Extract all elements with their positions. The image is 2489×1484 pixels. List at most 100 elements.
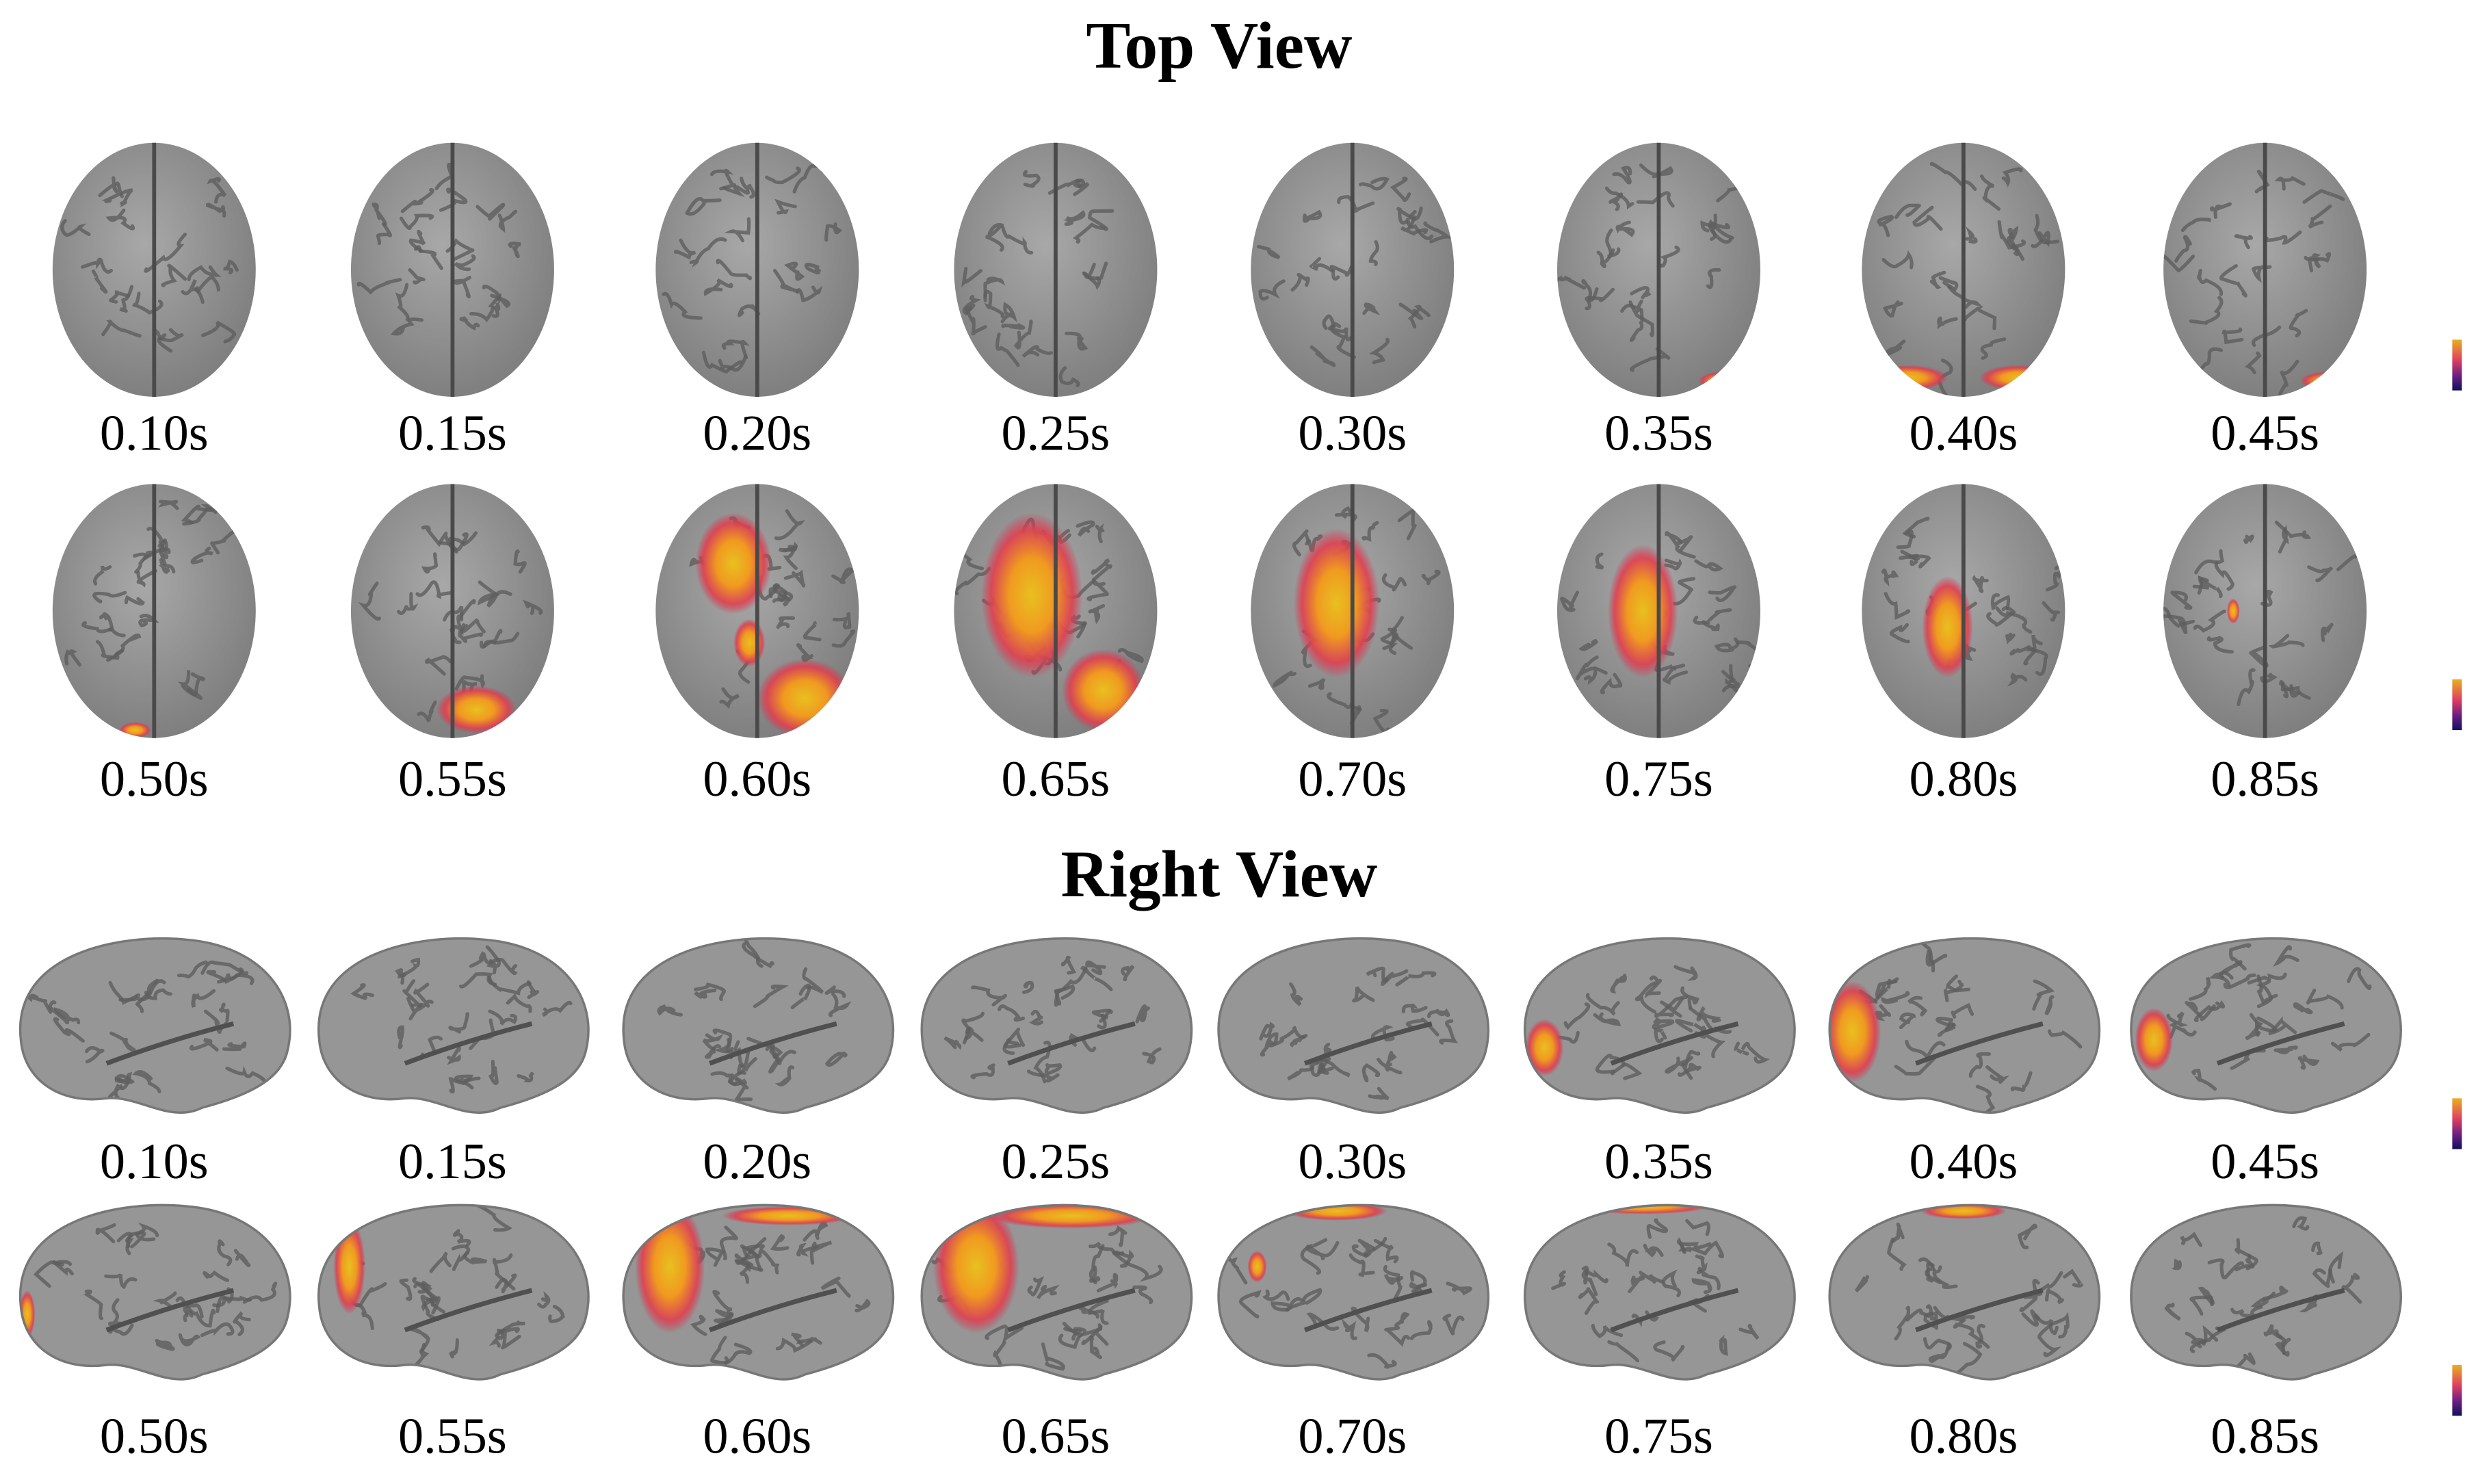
sulcus [2166,1011,2189,1027]
sulcus [1607,1242,1639,1267]
sulcus [1563,1002,1591,1030]
sulcus [820,1276,851,1298]
sulcus [1990,593,2011,611]
sulcus [53,1007,81,1025]
sulcus [2169,1022,2197,1039]
sulcus [2189,1325,2219,1353]
sulcus [1583,666,1608,685]
sulcus [120,188,133,208]
sulcus [1615,220,1635,237]
sulcus [774,198,797,215]
sulcus [2273,1045,2298,1054]
sulcus [1088,1299,1109,1325]
activation [757,658,853,738]
sulcus [1309,257,1334,273]
colorbar [2452,339,2462,391]
sulcus [1406,209,1434,240]
brain-surface [961,170,1115,388]
sulcus [1351,1306,1370,1333]
sulcus [2278,525,2289,554]
sulcus [709,168,736,191]
sulcus [1395,971,1437,987]
sulcus [358,581,382,621]
sulcus [2191,1069,2217,1091]
time-label: 0.20s [703,405,811,461]
sulcus [1022,170,1041,188]
brain-panel [2163,142,2367,397]
sulcus [2244,351,2262,375]
sulcus [1560,590,1580,612]
sulcus [409,1327,430,1353]
sulcus [1423,221,1454,244]
time-label: 0.30s [1298,405,1407,461]
sulcus [1654,995,1689,1018]
brain-panel [2130,1203,2402,1381]
sulcus [1879,339,1906,360]
sulcus [2023,634,2043,666]
activation [1247,1250,1267,1283]
sulcus [1439,1019,1459,1045]
sulcus [1881,991,1910,1004]
sulcus [395,283,410,322]
sulcus [458,623,484,643]
time-label: 0.35s [1604,405,1713,461]
sulcus [144,988,172,1000]
sulcus [770,1234,790,1251]
sulcus [1394,1312,1410,1327]
sulcus [2174,235,2192,263]
sulcus [217,1239,233,1266]
sulcus [107,1298,124,1327]
sulcus [1877,214,1894,237]
sulcus [1678,1063,1702,1077]
sulcus [1972,575,1989,593]
sulcus [1968,1052,1991,1078]
sulcus [119,285,134,313]
brain-surface [350,945,573,1094]
sulcus [1585,993,1620,1016]
sulcus [1089,1244,1105,1285]
sulcus [1384,1274,1404,1285]
sulcus [109,290,130,304]
sulcus [1714,637,1740,653]
sulcus [804,263,821,275]
sulcus [189,1038,219,1052]
time-label: 0.35s [1604,1134,1713,1190]
activation [1698,371,1747,391]
sulcus [775,1337,813,1353]
sylvian-fissure [105,1021,235,1066]
sulcus [95,1223,116,1244]
sulcus [694,982,727,1002]
brain-panel [18,1203,291,1381]
sulcus [475,203,506,221]
sulcus [1000,225,1034,255]
sulcus [1021,345,1054,358]
brain-panel [1251,142,1455,397]
brain-panel [317,937,590,1114]
sulcus [2197,575,2223,599]
sulcus [1086,577,1109,601]
sulcus [1014,320,1033,350]
sulcus [1695,1254,1708,1275]
sulcus [1112,1251,1163,1282]
sulcus [1629,308,1644,342]
sulcus [158,558,176,574]
sulcus [1091,1008,1113,1023]
sulcus [722,185,750,198]
sulcus [1738,1324,1760,1340]
sulcus [1985,1065,2010,1084]
sulcus [60,219,91,237]
sulcus [187,265,222,282]
sulcus [451,599,476,636]
sulcus [2164,1302,2181,1321]
sulcus [719,1225,738,1261]
sulcus [1033,1041,1052,1084]
sulcus [126,1222,159,1249]
sulcus [1936,1017,1957,1037]
sulcus [109,1031,136,1052]
sulcus [1881,568,1899,587]
sulcus [1694,1029,1726,1058]
brain-surface [662,164,842,374]
sulcus [135,978,159,1013]
brain-surface [356,162,521,336]
sulcus [479,629,503,649]
